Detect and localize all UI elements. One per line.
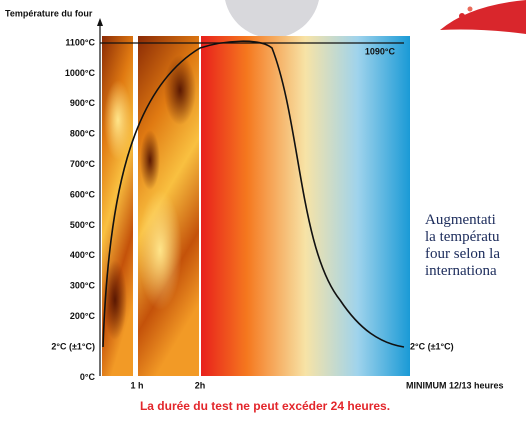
axis-arrow — [97, 18, 103, 26]
y-label: 1000°C — [65, 68, 96, 78]
side-line: la températu — [425, 229, 500, 245]
y-label: 800°C — [70, 129, 96, 139]
y-label: 500°C — [70, 220, 96, 230]
x-label: MINIMUM 12/13 heures — [406, 380, 504, 390]
temperature-curve — [102, 40, 405, 348]
y-label: 400°C — [70, 250, 96, 260]
logo — [440, 0, 526, 34]
decor-circle — [225, 0, 319, 38]
y-label: 0°C — [80, 372, 96, 382]
y-label: 1100°C — [65, 37, 95, 47]
x-label: 1 h — [130, 380, 143, 390]
y-label: 700°C — [70, 159, 96, 169]
plateau-label: 1090°C — [365, 46, 396, 56]
y-label: 900°C — [70, 98, 96, 108]
end-label: 2°C (±1°C) — [410, 341, 454, 351]
side-line: four selon la — [425, 246, 500, 262]
y-label: 600°C — [70, 189, 96, 199]
y-label: 2°C (±1°C) — [51, 341, 95, 351]
side-text: Augmentati la températu four selon la in… — [425, 212, 500, 279]
caption: La durée du test ne peut excéder 24 heur… — [140, 399, 390, 413]
side-line: Augmentati — [425, 212, 496, 228]
side-line: internationa — [425, 263, 497, 279]
y-label: 200°C — [70, 311, 96, 321]
y-label: 300°C — [70, 281, 96, 291]
fire-panels — [102, 36, 199, 376]
axis-title: Température du four — [5, 8, 93, 18]
y-labels: 1100°C 1000°C 900°C 800°C 700°C 600°C 500°C 400… — [51, 37, 95, 381]
x-label: 2h — [195, 380, 206, 390]
